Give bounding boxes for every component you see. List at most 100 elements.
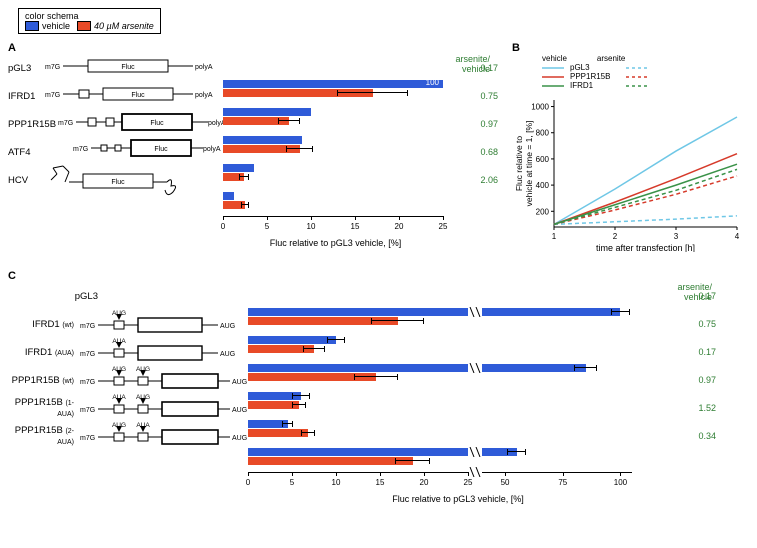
- svg-text:4: 4: [735, 232, 740, 241]
- svg-text:time after transfection [h]: time after transfection [h]: [596, 243, 695, 252]
- bar-arsenite: [223, 173, 244, 181]
- svg-text:AUG: AUG: [136, 366, 150, 373]
- svg-text:AUG: AUG: [232, 379, 247, 386]
- svg-text:m7G: m7G: [45, 92, 60, 99]
- bar-arsenite: [223, 89, 373, 97]
- arsenite-swatch: [77, 21, 91, 31]
- svg-text:AUA: AUA: [112, 394, 126, 401]
- construct-label: pGL3: [8, 63, 43, 74]
- svg-text:Fluc: Fluc: [154, 146, 168, 153]
- construct-label: PPP1R15B: [8, 119, 56, 130]
- construct-label: ATF4: [8, 147, 43, 158]
- panel-b-legend: vehiclearsenite pGL3 PPP1R15B IFRD1: [542, 54, 747, 90]
- ratio-value: 0.68: [448, 138, 498, 166]
- svg-text:AUA: AUA: [136, 422, 150, 429]
- bar-vehicle: [248, 392, 301, 400]
- svg-text:Fluc: Fluc: [121, 64, 135, 71]
- panel-c-xlabel: Fluc relative to pGL3 vehicle, [%]: [248, 494, 668, 504]
- panel-c-schematics: pGL3 IFRD1 (wt) m7G AUG AUG IFRD1 (AUA) m7…: [8, 282, 248, 504]
- svg-text:AUG: AUG: [232, 407, 247, 414]
- svg-text:polyA: polyA: [195, 92, 213, 99]
- svg-text:AUG: AUG: [220, 351, 235, 358]
- svg-text:800: 800: [536, 129, 550, 138]
- svg-text:Fluc relative to: Fluc relative to: [514, 136, 524, 192]
- svg-text:AUG: AUG: [112, 366, 126, 373]
- bar-vehicle: [223, 164, 254, 172]
- svg-text:m7G: m7G: [80, 351, 95, 358]
- bar-arsenite: [223, 145, 300, 153]
- panel-a-label: A: [8, 42, 22, 54]
- bar-arsenite: [248, 401, 299, 409]
- svg-text:3: 3: [674, 232, 679, 241]
- svg-text:AUG: AUG: [232, 435, 247, 442]
- ratio-value: 1.52: [668, 394, 716, 422]
- ratio-value: 0.75: [668, 310, 716, 338]
- ratio-value: 0.97: [668, 366, 716, 394]
- panel-a-schematics: pGL3 m7G Fluc polyA IFRD1 m7G Fluc polyA…: [8, 54, 223, 248]
- svg-text:m7G: m7G: [80, 407, 95, 414]
- svg-text:m7G: m7G: [45, 64, 60, 71]
- bar-arsenite: [223, 117, 289, 125]
- svg-text:polyA: polyA: [195, 64, 213, 71]
- panel-a-bars: arsenite/vehicle 100: [223, 54, 448, 248]
- color-legend: color schema vehicle 40 µM arsenite: [18, 8, 161, 34]
- svg-text:Fluc: Fluc: [131, 92, 145, 99]
- svg-text:m7G: m7G: [73, 146, 88, 153]
- panel-a-xlabel: Fluc relative to pGL3 vehicle, [%]: [223, 238, 448, 248]
- bar-arsenite: [248, 373, 376, 381]
- svg-text:400: 400: [536, 181, 550, 190]
- ratio-value: 0.34: [668, 422, 716, 450]
- svg-text:AUG: AUG: [220, 323, 235, 330]
- series-IFRD1_arsenite: [554, 169, 737, 224]
- construct-label: HCV: [8, 175, 43, 186]
- legend-arsenite-label: 40 µM arsenite: [94, 21, 154, 31]
- series-IFRD1_vehicle: [554, 164, 737, 224]
- construct-label: IFRD1 (AUA): [8, 347, 78, 358]
- ratio-value: 0.75: [448, 82, 498, 110]
- construct-label: IFRD1: [8, 91, 43, 102]
- svg-text:AUG: AUG: [112, 422, 126, 429]
- svg-text:600: 600: [536, 155, 550, 164]
- panel-b-linechart: 200 400 600 800 1000 1 2 3 4 Fluc relative tovehi…: [512, 92, 742, 252]
- construct-label: IFRD1 (wt): [8, 319, 78, 330]
- svg-text:2: 2: [613, 232, 618, 241]
- series-pGL3_vehicle: [554, 117, 737, 224]
- bar-vehicle: [248, 336, 336, 344]
- panel-c-bars: arsenite/vehicle: [248, 282, 668, 504]
- construct-label: PPP1R15B (wt): [8, 375, 78, 386]
- bar-vehicle: [248, 308, 468, 316]
- svg-text:vehicle at time = 1, [%]: vehicle at time = 1, [%]: [524, 121, 534, 207]
- construct-label: PPP1R15B (2-AUA): [8, 425, 78, 447]
- svg-text:Fluc: Fluc: [150, 120, 164, 127]
- series-PPP1R15B_vehicle: [554, 154, 737, 225]
- vehicle-swatch: [25, 21, 39, 31]
- bar-vehicle: [223, 136, 302, 144]
- svg-text:polyA: polyA: [203, 146, 221, 153]
- bar-arsenite: [223, 201, 245, 209]
- construct-label: pGL3: [8, 291, 102, 302]
- svg-text:m7G: m7G: [80, 379, 95, 386]
- svg-text:m7G: m7G: [58, 120, 73, 127]
- svg-text:200: 200: [536, 207, 550, 216]
- construct-label: PPP1R15B (1-AUA): [8, 397, 78, 419]
- bar-vehicle: [248, 420, 288, 428]
- panel-c-label: C: [8, 270, 749, 282]
- ratio-value: 0.17: [668, 338, 716, 366]
- svg-text:1000: 1000: [531, 103, 549, 112]
- svg-text:AUG: AUG: [112, 310, 126, 317]
- bar-vehicle: [223, 108, 311, 116]
- svg-text:AUA: AUA: [112, 338, 126, 345]
- bar-vehicle: 100: [223, 80, 443, 88]
- ratio-value: 0.97: [448, 110, 498, 138]
- svg-text:Fluc: Fluc: [111, 179, 125, 186]
- svg-text:m7G: m7G: [80, 435, 95, 442]
- bar-arsenite: [248, 429, 308, 437]
- bar-vehicle: [248, 364, 468, 372]
- svg-text:1: 1: [552, 232, 557, 241]
- bar-arsenite: [248, 345, 314, 353]
- ratio-value: 2.06: [448, 166, 498, 194]
- bar-vehicle: [223, 192, 234, 200]
- legend-title: color schema: [25, 11, 154, 21]
- bar-vehicle: [248, 448, 468, 456]
- ratio-value: 0.17: [668, 282, 716, 310]
